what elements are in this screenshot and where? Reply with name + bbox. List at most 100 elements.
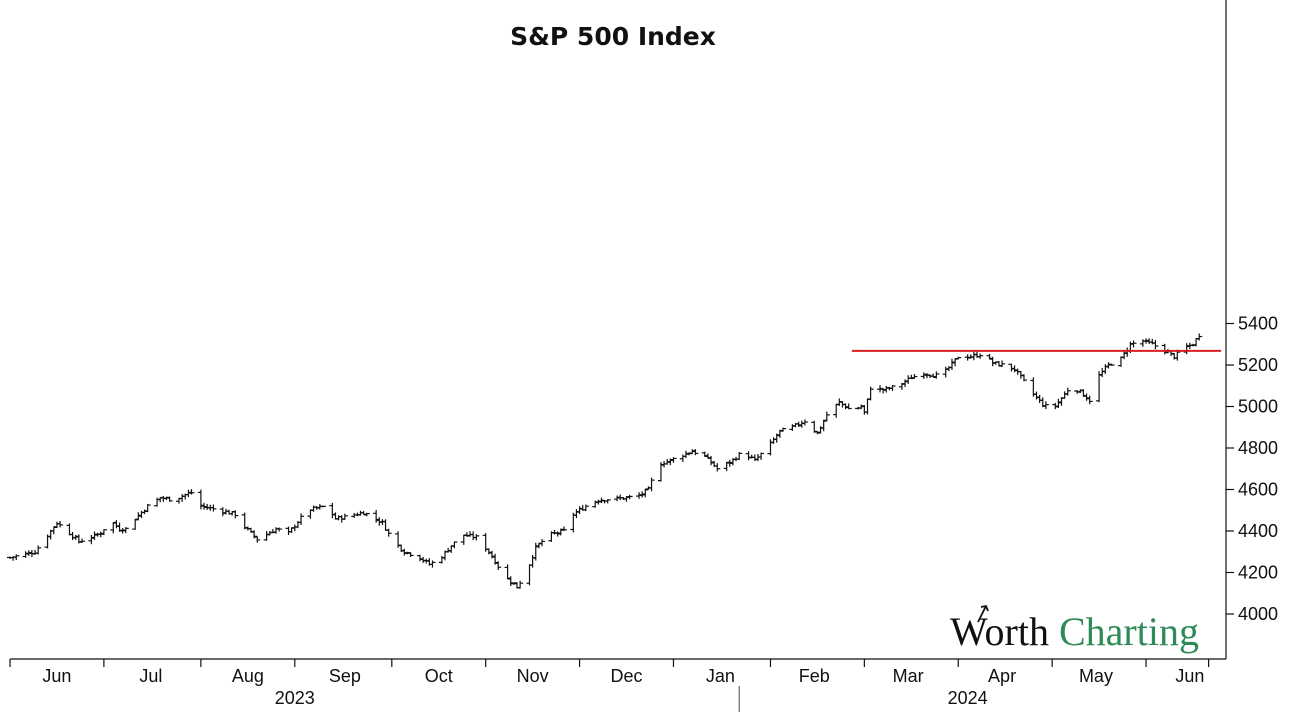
price-bar — [714, 463, 721, 472]
price-bar — [1008, 363, 1015, 372]
price-bar — [526, 564, 533, 586]
price-bar — [1139, 339, 1146, 347]
price-bar — [1086, 395, 1093, 405]
price-bar — [908, 374, 915, 380]
price-bar — [820, 419, 827, 432]
price-bar — [204, 503, 211, 510]
price-bar — [582, 504, 589, 512]
price-bar — [144, 503, 151, 513]
price-bar — [263, 531, 270, 541]
price-bar — [948, 358, 955, 370]
price-bar — [185, 489, 192, 498]
price-bar — [122, 527, 129, 534]
price-bar — [66, 523, 73, 536]
price-bar — [113, 520, 120, 529]
price-bar — [1096, 371, 1103, 403]
price-bar — [135, 512, 142, 521]
price-bar — [401, 548, 408, 556]
price-bar — [1143, 338, 1150, 344]
price-bar — [319, 505, 326, 508]
price-bar — [736, 451, 743, 461]
price-bar — [201, 502, 208, 510]
price-bar — [779, 427, 786, 432]
price-bar — [867, 386, 874, 401]
price-bar — [1102, 364, 1109, 374]
price-bar — [385, 528, 392, 537]
price-bar — [529, 554, 536, 568]
price-bar — [964, 354, 971, 361]
price-bar — [266, 530, 273, 536]
logo-arrow-icon — [977, 604, 989, 623]
price-bar — [930, 373, 937, 378]
price-bar — [363, 512, 370, 517]
x-month-label: Aug — [232, 666, 264, 686]
price-bar — [773, 433, 780, 443]
price-bar — [53, 521, 60, 529]
price-bar — [298, 513, 305, 525]
price-bar — [22, 551, 29, 558]
price-bar — [554, 531, 561, 537]
price-bar — [679, 454, 686, 462]
price-bar — [467, 531, 474, 537]
price-bar — [639, 491, 646, 498]
price-bar — [1030, 377, 1037, 397]
y-tick-label: 5200 — [1238, 355, 1278, 375]
price-bar — [770, 437, 777, 444]
x-month-label: Sep — [329, 666, 361, 686]
price-bars — [7, 333, 1203, 589]
price-bar — [704, 453, 711, 459]
price-bar — [1099, 367, 1106, 378]
y-tick-label: 4400 — [1238, 521, 1278, 541]
price-bar — [883, 385, 890, 393]
price-bar — [91, 531, 98, 540]
price-bar — [801, 419, 808, 426]
price-bar — [100, 529, 107, 536]
price-bar — [25, 550, 32, 556]
price-bar — [933, 371, 940, 379]
price-bar — [110, 522, 117, 534]
x-month-label: Jun — [1175, 666, 1204, 686]
price-bar — [329, 502, 336, 519]
price-bar — [13, 554, 20, 561]
price-bar — [604, 499, 611, 504]
price-bar — [814, 431, 821, 435]
logo-word-worth: Worth — [950, 609, 1049, 654]
price-bar — [745, 451, 752, 461]
y-tick-label: 5400 — [1238, 314, 1278, 334]
price-bar — [592, 500, 599, 508]
price-bar — [623, 496, 630, 502]
price-bar — [285, 526, 292, 536]
x-month-label: May — [1079, 666, 1113, 686]
price-bar — [798, 420, 805, 428]
x-month-label: Mar — [893, 666, 924, 686]
x-year-label: 2024 — [948, 688, 988, 708]
price-bar — [889, 384, 896, 392]
price-bar — [254, 536, 261, 543]
price-bar — [595, 499, 602, 505]
price-bar — [504, 564, 511, 580]
price-bar — [692, 449, 699, 456]
price-bar — [119, 528, 126, 534]
x-month-label: Oct — [425, 666, 453, 686]
price-bar — [701, 451, 708, 457]
price-bar — [32, 549, 39, 555]
price-bar — [517, 580, 524, 589]
price-bar — [341, 513, 348, 520]
price-bar — [373, 509, 380, 523]
price-bar — [507, 576, 514, 587]
y-tick-label: 4000 — [1238, 604, 1278, 624]
price-bar — [1152, 340, 1159, 350]
price-bar — [88, 534, 95, 545]
price-bar — [197, 489, 204, 510]
price-bar — [1171, 353, 1178, 360]
price-bar — [232, 510, 239, 519]
price-bar — [1020, 374, 1027, 382]
logo-text: Worth Charting — [950, 609, 1199, 654]
price-bar — [902, 379, 909, 388]
price-bar — [407, 552, 414, 557]
price-bar — [495, 561, 502, 570]
price-bar — [473, 534, 480, 541]
price-bar — [833, 403, 840, 418]
price-bar — [188, 489, 195, 495]
